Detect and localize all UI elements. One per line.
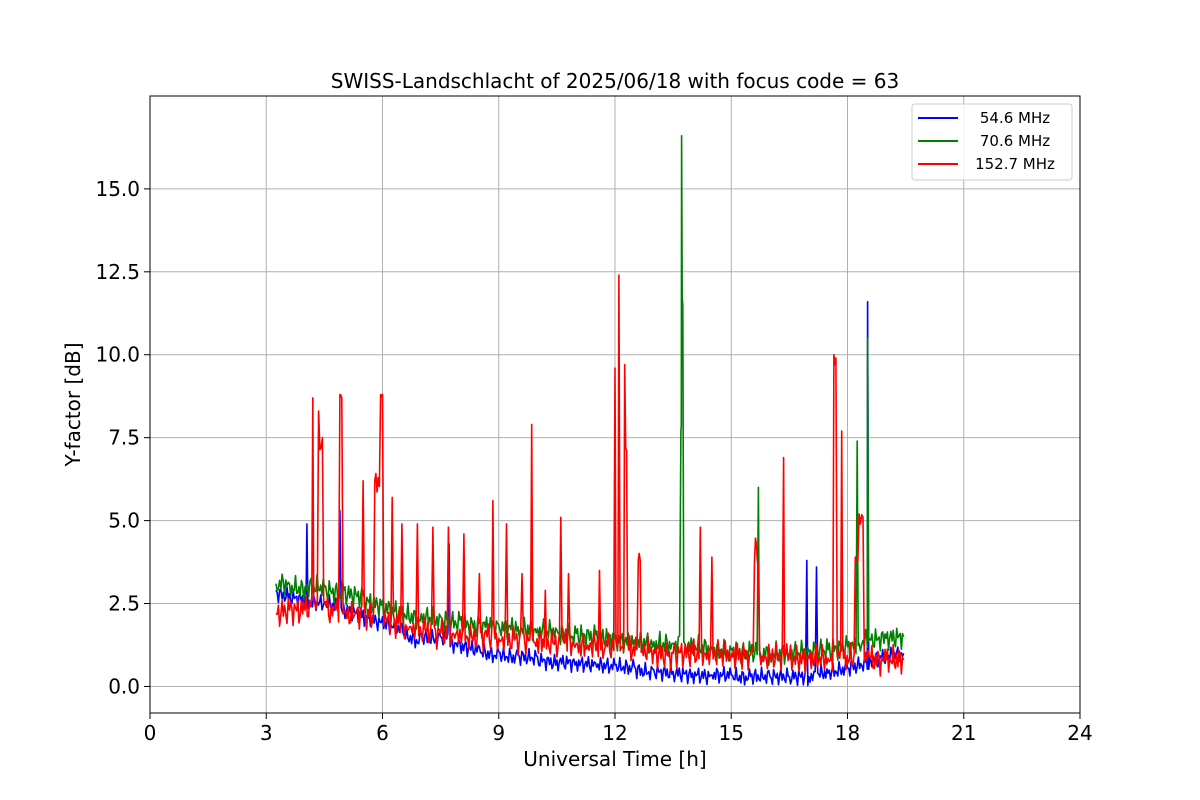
series-line-0 bbox=[275, 300, 905, 687]
x-tick-label: 6 bbox=[376, 721, 389, 745]
legend-label: 54.6 MHz bbox=[980, 109, 1050, 127]
x-tick-label: 18 bbox=[835, 721, 860, 745]
legend-label: 70.6 MHz bbox=[980, 132, 1050, 150]
y-tick-label: 2.5 bbox=[108, 592, 140, 616]
x-tick-label: 0 bbox=[144, 721, 157, 745]
x-tick-label: 3 bbox=[260, 721, 273, 745]
y-tick-label: 5.0 bbox=[108, 509, 140, 533]
chart-title: SWISS-Landschlacht of 2025/06/18 with fo… bbox=[331, 69, 899, 93]
series-layer bbox=[275, 135, 905, 687]
legend-label: 152.7 MHz bbox=[975, 155, 1055, 173]
x-tick-label: 9 bbox=[492, 721, 505, 745]
y-axis-label: Y-factor [dB] bbox=[61, 342, 85, 467]
x-tick-label: 21 bbox=[951, 721, 976, 745]
y-tick-label: 7.5 bbox=[108, 426, 140, 450]
x-axis-label: Universal Time [h] bbox=[523, 747, 706, 771]
series-line-2 bbox=[275, 274, 905, 677]
legend-items: 54.6 MHz 70.6 MHz 152.7 MHz bbox=[918, 109, 1055, 173]
x-tick-label: 24 bbox=[1067, 721, 1092, 745]
x-tick-label: 15 bbox=[719, 721, 744, 745]
legend-box bbox=[911, 103, 1073, 181]
legend: 54.6 MHz 70.6 MHz 152.7 MHz bbox=[911, 103, 1073, 181]
x-tick-label: 12 bbox=[602, 721, 627, 745]
y-tick-label: 0.0 bbox=[108, 674, 140, 698]
y-tick-label: 12.5 bbox=[95, 260, 140, 284]
axes: 0 3 6 9 12 15 18 21 24 0.0 2.5 5.0 7.5 10.0 12.5 15.0 bbox=[95, 177, 1092, 745]
y-tick-label: 15.0 bbox=[95, 177, 140, 201]
y-tick-label: 10.0 bbox=[95, 343, 140, 367]
